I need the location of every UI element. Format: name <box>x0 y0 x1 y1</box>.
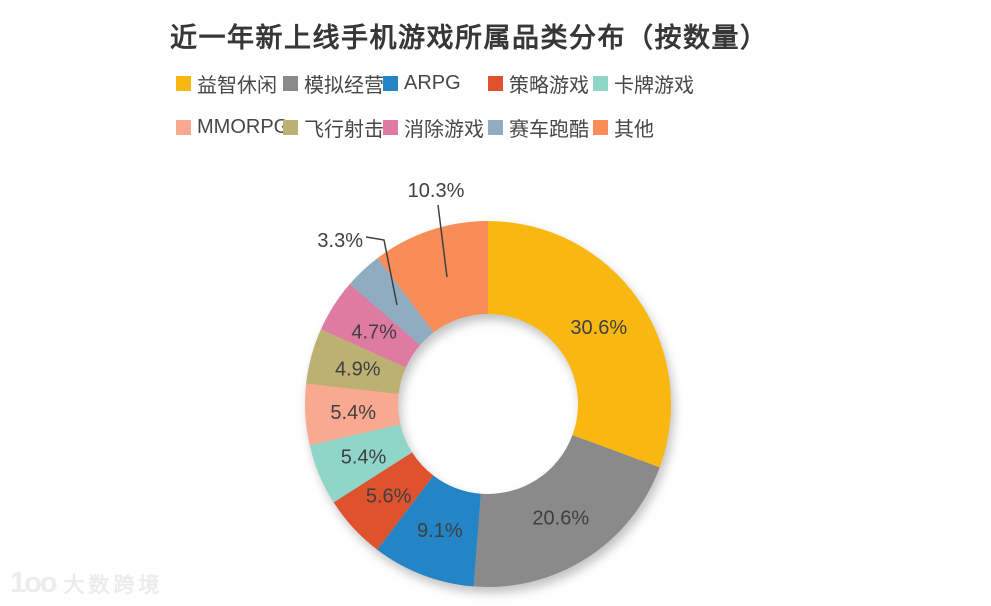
chart-title: 近一年新上线手机游戏所属品类分布（按数量） <box>170 23 769 53</box>
legend-item-卡牌游戏: 卡牌游戏 <box>593 69 723 98</box>
legend-item-模拟经营: 模拟经营 <box>283 69 384 98</box>
legend-item-消除游戏: 消除游戏 <box>383 113 488 142</box>
watermark-logo-icon: 1oo <box>10 567 58 599</box>
slice-value-label: 5.6% <box>366 485 412 507</box>
pie-slice-卡牌游戏 <box>309 424 413 503</box>
pie-slice-ARPG <box>377 475 481 587</box>
legend-swatch-icon <box>283 120 298 135</box>
legend-swatch-icon <box>593 120 608 135</box>
legend-swatch-icon <box>488 120 503 135</box>
legend-label: 赛车跑酷 <box>509 119 589 141</box>
pie-slice-MMORPG <box>305 383 401 446</box>
legend-label: 模拟经营 <box>304 75 384 97</box>
legend-row-1: 益智休闲 模拟经营 ARPG 策略游戏 卡牌游戏 <box>176 69 723 98</box>
pie-slice-赛车跑酷 <box>349 258 434 345</box>
pie-slice-模拟经营 <box>473 435 660 587</box>
pie-slice-消除游戏 <box>320 283 421 368</box>
legend-swatch-icon <box>283 76 298 91</box>
slice-value-label: 20.6% <box>532 508 589 530</box>
legend-label: 卡牌游戏 <box>614 75 694 97</box>
watermark-text: 大数跨境 <box>63 574 164 597</box>
legend-label: 其他 <box>614 119 654 141</box>
legend-swatch-icon <box>383 76 398 91</box>
legend-swatch-icon <box>383 120 398 135</box>
legend-swatch-icon <box>176 76 191 91</box>
pie-slice-策略游戏 <box>333 452 434 550</box>
legend-swatch-icon <box>176 120 191 135</box>
slice-value-label: 10.3% <box>408 180 465 202</box>
legend-swatch-icon <box>488 76 503 91</box>
pie-slice-其他 <box>377 221 488 333</box>
leader-line <box>437 204 448 278</box>
pie-slice-飞行射击 <box>306 329 406 394</box>
legend-label: 飞行射击 <box>304 119 384 141</box>
legend-item-益智休闲: 益智休闲 <box>176 69 283 98</box>
slice-value-label: 30.6% <box>570 317 627 339</box>
legend-item-飞行射击: 飞行射击 <box>283 113 384 142</box>
leader-line <box>365 236 398 306</box>
watermark: 1oo 大数跨境 <box>10 567 164 600</box>
legend-item-MMORPG: MMORPG <box>176 116 289 139</box>
legend-item-ARPG: ARPG <box>383 72 488 95</box>
legend-label: 消除游戏 <box>404 119 484 141</box>
slice-value-label: 3.3% <box>317 230 363 252</box>
legend-row-2: MMORPG 飞行射击 消除游戏 赛车跑酷 其他 <box>176 113 723 142</box>
slice-value-label: 5.4% <box>330 402 376 424</box>
legend-label: 益智休闲 <box>197 75 277 97</box>
legend-item-赛车跑酷: 赛车跑酷 <box>488 113 593 142</box>
legend-item-其他: 其他 <box>593 113 723 142</box>
legend-item-策略游戏: 策略游戏 <box>488 69 593 98</box>
slice-value-label: 5.4% <box>341 446 387 468</box>
slice-value-label: 9.1% <box>417 520 463 542</box>
legend-label: MMORPG <box>197 116 290 138</box>
slice-value-label: 4.9% <box>335 359 381 381</box>
legend-swatch-icon <box>593 76 608 91</box>
pie-slice-益智休闲 <box>488 221 672 468</box>
legend-label: ARPG <box>404 72 461 94</box>
chart-legend: 益智休闲 模拟经营 ARPG 策略游戏 卡牌游戏 MMORPG 飞行射击 消除游戏 赛车跑酷 其… <box>176 69 723 157</box>
legend-label: 策略游戏 <box>509 75 589 97</box>
slice-value-label: 4.7% <box>351 321 397 343</box>
